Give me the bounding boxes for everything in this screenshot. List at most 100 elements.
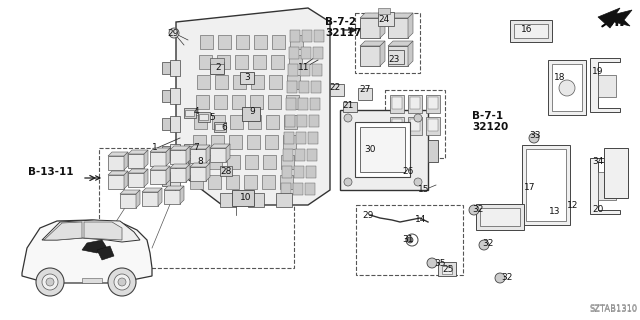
Polygon shape: [22, 220, 152, 283]
Bar: [296, 132, 306, 144]
Bar: [290, 35, 303, 49]
Bar: [215, 124, 224, 130]
Bar: [190, 167, 206, 181]
Polygon shape: [388, 13, 413, 18]
Text: 32117: 32117: [325, 28, 362, 38]
Bar: [388, 46, 408, 66]
Bar: [476, 204, 524, 230]
Bar: [210, 62, 224, 74]
Bar: [309, 115, 319, 127]
Bar: [234, 55, 248, 69]
Bar: [189, 175, 202, 189]
Bar: [150, 152, 166, 166]
Polygon shape: [598, 8, 632, 28]
Text: 17: 17: [524, 183, 536, 193]
Bar: [548, 60, 586, 115]
Bar: [276, 193, 292, 207]
Bar: [385, 90, 445, 158]
Polygon shape: [144, 150, 148, 168]
Bar: [170, 172, 180, 188]
Text: 21: 21: [342, 100, 354, 109]
Bar: [358, 88, 372, 100]
Polygon shape: [190, 145, 210, 149]
Bar: [142, 192, 158, 206]
Text: 16: 16: [521, 26, 532, 35]
Bar: [390, 95, 404, 113]
Bar: [388, 50, 404, 64]
Bar: [408, 95, 422, 113]
Text: 7: 7: [193, 143, 199, 153]
Bar: [355, 122, 410, 177]
Circle shape: [46, 278, 54, 286]
Bar: [360, 127, 405, 172]
Text: 27: 27: [359, 85, 371, 94]
Text: 12: 12: [567, 202, 579, 211]
Bar: [218, 35, 231, 49]
Polygon shape: [380, 41, 385, 66]
Polygon shape: [150, 166, 170, 170]
Bar: [426, 117, 440, 135]
Bar: [200, 35, 213, 49]
Polygon shape: [120, 190, 140, 194]
Polygon shape: [170, 146, 190, 150]
Polygon shape: [42, 220, 140, 242]
Text: 32: 32: [501, 274, 513, 283]
Bar: [232, 190, 254, 206]
Bar: [268, 95, 280, 109]
Bar: [210, 58, 224, 64]
Bar: [302, 30, 312, 42]
Bar: [242, 107, 260, 121]
Bar: [232, 95, 244, 109]
Polygon shape: [136, 190, 140, 208]
Bar: [248, 193, 264, 207]
Bar: [428, 140, 438, 162]
Text: SZTAB1310: SZTAB1310: [590, 304, 638, 313]
Bar: [294, 166, 304, 178]
Text: SZTAB1310: SZTAB1310: [590, 306, 638, 315]
Bar: [195, 95, 209, 109]
Text: 22: 22: [330, 84, 340, 92]
Text: 4: 4: [193, 108, 199, 116]
Polygon shape: [180, 186, 184, 204]
Polygon shape: [158, 188, 162, 206]
Text: 29: 29: [167, 28, 179, 37]
Bar: [356, 205, 463, 275]
Bar: [287, 75, 300, 89]
Bar: [300, 64, 310, 76]
Bar: [243, 175, 257, 189]
Bar: [214, 95, 227, 109]
Polygon shape: [408, 13, 413, 38]
Polygon shape: [408, 41, 413, 66]
Text: 5: 5: [209, 113, 215, 122]
Circle shape: [427, 258, 437, 268]
Text: 3: 3: [244, 73, 250, 82]
Bar: [604, 148, 628, 198]
Bar: [198, 55, 211, 69]
Bar: [428, 97, 438, 109]
Bar: [211, 135, 223, 149]
Text: 24: 24: [378, 15, 390, 25]
Text: B-7-2: B-7-2: [325, 17, 356, 27]
Circle shape: [118, 278, 126, 286]
Text: 30: 30: [364, 146, 376, 155]
Bar: [410, 119, 420, 131]
Bar: [410, 97, 420, 109]
Bar: [312, 64, 322, 76]
Polygon shape: [82, 240, 107, 253]
Polygon shape: [166, 166, 170, 184]
Bar: [99, 148, 294, 268]
Polygon shape: [590, 158, 620, 214]
Bar: [185, 110, 194, 116]
Text: 20: 20: [592, 205, 604, 214]
Bar: [108, 175, 124, 189]
Bar: [442, 266, 452, 274]
Polygon shape: [144, 169, 148, 187]
Polygon shape: [380, 13, 385, 38]
Bar: [552, 64, 582, 111]
Bar: [428, 119, 438, 131]
Bar: [162, 146, 170, 158]
Bar: [128, 154, 144, 168]
Bar: [246, 135, 259, 149]
Bar: [233, 75, 246, 89]
Bar: [164, 190, 180, 204]
